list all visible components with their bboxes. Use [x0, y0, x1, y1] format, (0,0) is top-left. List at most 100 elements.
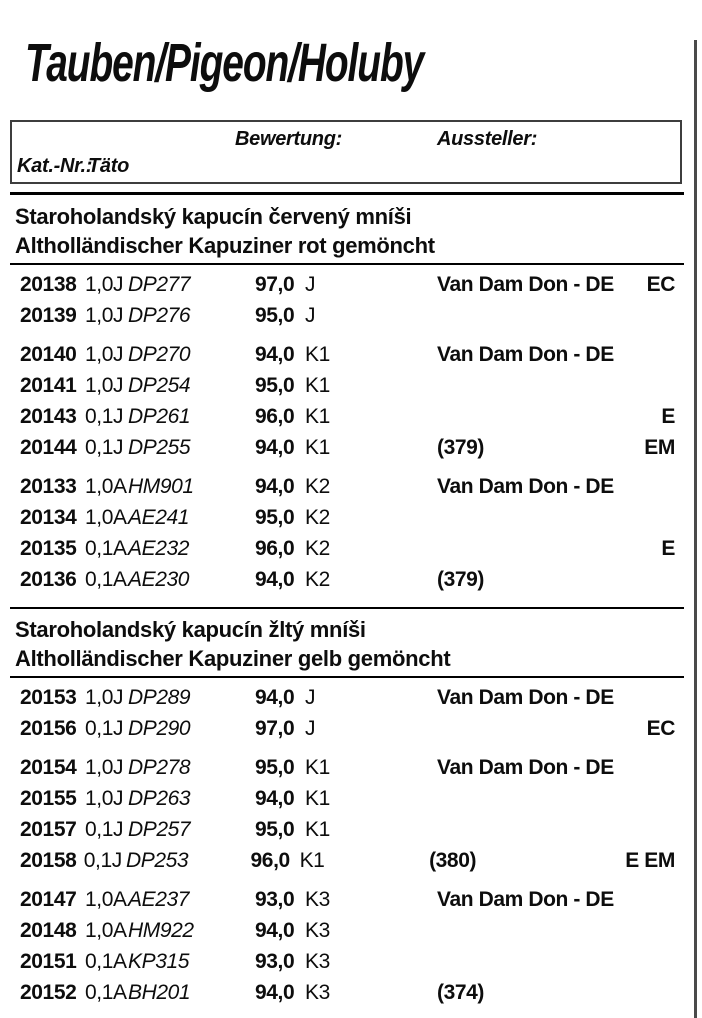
class-cell: K1 [305, 786, 330, 810]
taeto-label: Täto [88, 155, 130, 177]
score-cell: 94,0 [255, 474, 295, 498]
award-cell: E [661, 536, 675, 560]
kat-nr-cell: 20135 [20, 536, 77, 560]
ring-cell: KP315 [128, 949, 190, 973]
score-cell: 94,0 [255, 786, 295, 810]
award-cell: EC [646, 272, 676, 296]
sex-age-cell: 0,1A [85, 567, 127, 591]
table-row: 20133 1,0A HM901 94,0 K2 Van Dam Don - D… [10, 471, 684, 502]
table-row: 20158 0,1J DP253 96,0 K1 (380) E EM [10, 845, 684, 876]
score-cell: 97,0 [255, 272, 295, 296]
kat-nr-cell: 20133 [20, 474, 77, 498]
sex-age-cell: 1,0A [85, 887, 127, 911]
ring-cell: DP277 [128, 272, 191, 296]
kat-nr-cell: 20134 [20, 505, 77, 529]
header-divider [10, 192, 684, 195]
ring-cell: AE237 [128, 887, 190, 911]
table-row: 20138 1,0J DP277 97,0 J Van Dam Don - DE… [10, 269, 684, 300]
score-cell: 94,0 [255, 685, 295, 709]
row-group: 20154 1,0J DP278 95,0 K1 Van Dam Don - D… [10, 752, 684, 876]
score-cell: 95,0 [255, 755, 295, 779]
kat-nr-cell: 20155 [20, 786, 77, 810]
sex-age-cell: 1,0J [85, 272, 124, 296]
score-cell: 95,0 [255, 505, 295, 529]
class-cell: K3 [305, 887, 330, 911]
breed-rows: 20153 1,0J DP289 94,0 J Van Dam Don - DE… [10, 682, 684, 1008]
class-cell: K1 [305, 755, 330, 779]
class-cell: K3 [305, 980, 330, 1004]
table-row: 20154 1,0J DP278 95,0 K1 Van Dam Don - D… [10, 752, 684, 783]
ring-cell: DP289 [128, 685, 191, 709]
sex-age-cell: 0,1J [83, 848, 122, 872]
award-cell: E [661, 404, 675, 428]
row-group: 20133 1,0A HM901 94,0 K2 Van Dam Don - D… [10, 471, 684, 595]
exhibitor-cell: (379) [437, 567, 485, 591]
ring-cell: DP253 [125, 848, 189, 872]
ring-cell: AE232 [128, 536, 190, 560]
table-row: 20134 1,0A AE241 95,0 K2 [10, 502, 684, 533]
table-row: 20153 1,0J DP289 94,0 J Van Dam Don - DE [10, 682, 684, 713]
ring-cell: DP254 [128, 373, 191, 397]
kat-nr-cell: 20148 [20, 918, 77, 942]
score-cell: 94,0 [255, 567, 295, 591]
class-cell: J [305, 272, 316, 296]
sex-age-cell: 1,0J [85, 685, 124, 709]
kat-nr-cell: 20154 [20, 755, 77, 779]
kat-nr-cell: 20144 [20, 435, 77, 459]
kat-nr-cell: 20138 [20, 272, 77, 296]
kat-nr-cell: 20156 [20, 716, 77, 740]
score-cell: 93,0 [255, 949, 295, 973]
table-row: 20136 0,1A AE230 94,0 K2 (379) [10, 564, 684, 595]
table-row: 20141 1,0J DP254 95,0 K1 [10, 370, 684, 401]
sex-age-cell: 0,1J [85, 435, 124, 459]
table-row: 20147 1,0A AE237 93,0 K3 Van Dam Don - D… [10, 884, 684, 915]
sex-age-cell: 0,1J [85, 716, 124, 740]
score-cell: 95,0 [255, 303, 295, 327]
sex-age-cell: 1,0A [85, 474, 127, 498]
kat-nr-cell: 20147 [20, 887, 77, 911]
sex-age-cell: 0,1J [85, 404, 124, 428]
score-cell: 93,0 [255, 887, 295, 911]
award-cell: E EM [625, 848, 675, 872]
class-cell: J [305, 685, 316, 709]
score-cell: 96,0 [250, 848, 291, 872]
kat-nr-cell: 20143 [20, 404, 77, 428]
ring-cell: DP278 [128, 755, 191, 779]
class-cell: K2 [305, 474, 330, 498]
score-cell: 95,0 [255, 373, 295, 397]
row-group: 20147 1,0A AE237 93,0 K3 Van Dam Don - D… [10, 884, 684, 1008]
row-group: 20153 1,0J DP289 94,0 J Van Dam Don - DE… [10, 682, 684, 744]
breed-section: Staroholandský kapucín červený mníši Alt… [10, 196, 684, 595]
score-cell: 96,0 [255, 404, 295, 428]
ring-cell: DP263 [128, 786, 191, 810]
kat-nr-cell: 20136 [20, 567, 77, 591]
class-cell: K1 [305, 373, 330, 397]
class-cell: J [305, 716, 316, 740]
ring-cell: HM922 [128, 918, 194, 942]
breed-section-title: Staroholandský kapucín žltý mníši Althol… [10, 609, 684, 678]
exhibitor-cell: Van Dam Don - DE [437, 887, 614, 911]
row-group: 20140 1,0J DP270 94,0 K1 Van Dam Don - D… [10, 339, 684, 463]
ring-cell: BH201 [128, 980, 191, 1004]
exhibitor-cell: Van Dam Don - DE [437, 755, 614, 779]
ring-cell: HM901 [128, 474, 194, 498]
table-row: 20143 0,1J DP261 96,0 K1 E [10, 401, 684, 432]
aussteller-label: Aussteller: [437, 128, 538, 150]
exhibitor-cell: (374) [437, 980, 485, 1004]
score-cell: 94,0 [255, 435, 295, 459]
kat-nr-cell: 20151 [20, 949, 77, 973]
breed-section-title: Staroholandský kapucín červený mníši Alt… [10, 196, 684, 265]
award-cell: EC [646, 716, 676, 740]
class-cell: K3 [305, 949, 330, 973]
sex-age-cell: 0,1A [85, 536, 127, 560]
breed-title-sk: Staroholandský kapucín žltý mníši [15, 617, 366, 642]
class-cell: K1 [305, 404, 330, 428]
ring-cell: DP290 [128, 716, 191, 740]
table-row: 20155 1,0J DP263 94,0 K1 [10, 783, 684, 814]
score-cell: 97,0 [255, 716, 295, 740]
table-row: 20144 0,1J DP255 94,0 K1 (379) EM [10, 432, 684, 463]
ring-cell: AE230 [128, 567, 190, 591]
ring-cell: DP255 [128, 435, 191, 459]
class-cell: K1 [305, 435, 330, 459]
ring-cell: DP276 [128, 303, 191, 327]
